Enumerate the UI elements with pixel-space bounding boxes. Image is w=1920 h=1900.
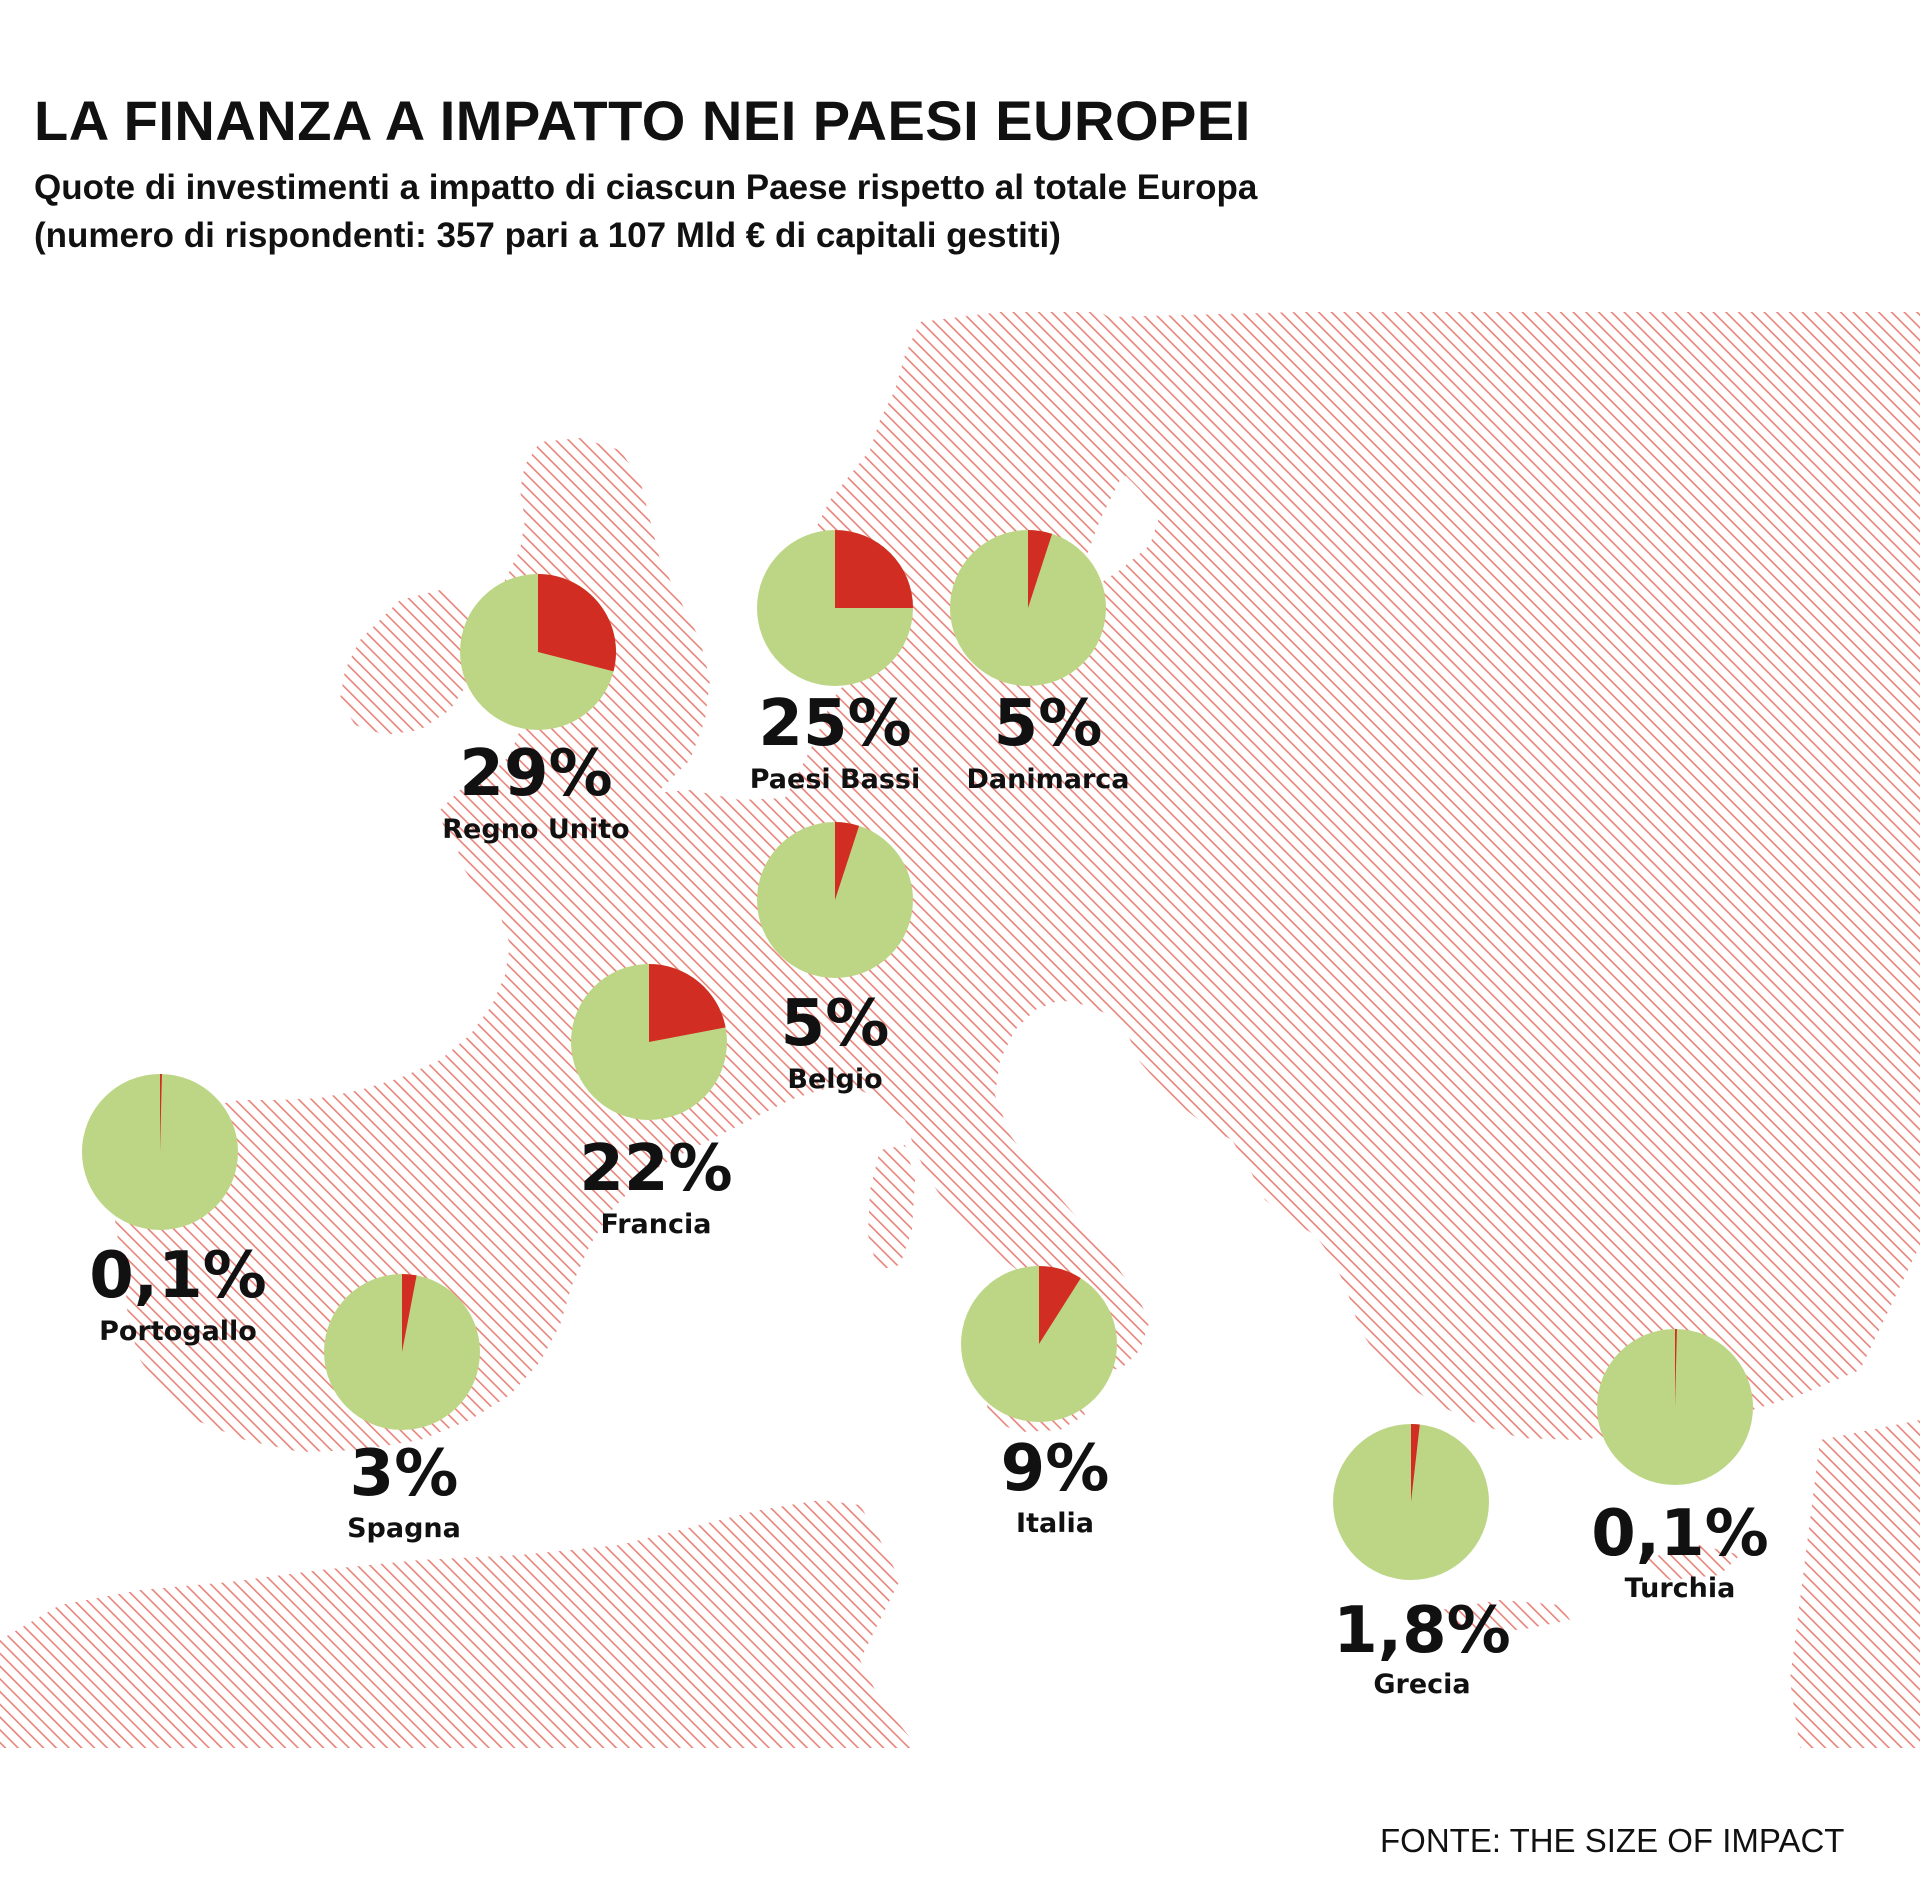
pie-value-label: 29% bbox=[459, 737, 612, 811]
chart-title: LA FINANZA A IMPATTO NEI PAESI EUROPEI bbox=[34, 89, 1251, 152]
pie-country-label: Danimarca bbox=[966, 764, 1129, 795]
pie-portogallo: 0,1%Portogallo bbox=[82, 1074, 267, 1347]
map-sardinia bbox=[868, 1145, 915, 1270]
pie-paesi-bassi: 25%Paesi Bassi bbox=[750, 530, 921, 795]
pie-grecia: 1,8%Grecia bbox=[1333, 1424, 1511, 1700]
chart-source-note: FONTE: THE SIZE OF IMPACT bbox=[1380, 1822, 1845, 1859]
pie-value-label: 22% bbox=[579, 1132, 732, 1206]
pie-value-label: 5% bbox=[781, 987, 890, 1061]
pie-spagna: 3%Spagna bbox=[324, 1274, 480, 1544]
pie-country-label: Paesi Bassi bbox=[750, 764, 921, 795]
pie-francia: 22%Francia bbox=[571, 964, 733, 1240]
pie-share-slice bbox=[649, 964, 726, 1042]
pie-value-label: 1,8% bbox=[1333, 1594, 1511, 1668]
map-crete bbox=[1440, 1600, 1570, 1630]
pie-country-label: Portogallo bbox=[99, 1316, 257, 1347]
pie-belgio: 5%Belgio bbox=[757, 822, 913, 1095]
pie-country-label: Belgio bbox=[787, 1064, 882, 1095]
pie-turchia: 0,1%Turchia bbox=[1591, 1329, 1769, 1604]
pie-italia: 9%Italia bbox=[961, 1266, 1117, 1539]
pie-share-slice bbox=[402, 1274, 417, 1352]
pie-value-label: 25% bbox=[758, 687, 911, 761]
map-north-africa bbox=[0, 1500, 920, 1750]
pie-country-label: Italia bbox=[1016, 1508, 1094, 1539]
pie-share-slice bbox=[538, 574, 616, 672]
pie-country-label: Grecia bbox=[1373, 1669, 1470, 1700]
pie-country-label: Turchia bbox=[1625, 1573, 1736, 1604]
map-levant bbox=[1640, 1545, 1740, 1580]
pie-value-label: 5% bbox=[994, 687, 1103, 761]
pie-share-slice bbox=[1675, 1329, 1677, 1407]
pie-share-slice bbox=[1411, 1424, 1420, 1502]
pie-value-label: 0,1% bbox=[89, 1239, 267, 1313]
pie-country-label: Regno Unito bbox=[442, 814, 629, 845]
pie-share-slice bbox=[160, 1074, 162, 1152]
pie-value-label: 0,1% bbox=[1591, 1497, 1769, 1571]
europe-map-background bbox=[0, 312, 1920, 1750]
pie-regno-unito: 29%Regno Unito bbox=[442, 574, 630, 845]
map-mainland bbox=[112, 312, 1920, 1452]
pie-share-slice bbox=[1039, 1266, 1081, 1344]
pie-share-slice bbox=[835, 822, 860, 900]
map-levant-coast bbox=[1790, 1420, 1920, 1748]
chart-subtitle-line-1: Quote di investimenti a impatto di ciasc… bbox=[34, 168, 1258, 207]
pie-share-slice bbox=[1028, 530, 1053, 608]
pie-danimarca: 5%Danimarca bbox=[950, 530, 1130, 795]
pie-value-label: 3% bbox=[350, 1437, 459, 1511]
map-ireland bbox=[340, 590, 480, 735]
pie-value-label: 9% bbox=[1001, 1432, 1110, 1506]
pie-country-label: Spagna bbox=[347, 1513, 461, 1544]
pie-country-label: Francia bbox=[601, 1209, 712, 1240]
pie-share-slice bbox=[835, 530, 913, 608]
chart-subtitle-line-2: (numero di rispondenti: 357 pari a 107 M… bbox=[34, 216, 1061, 255]
